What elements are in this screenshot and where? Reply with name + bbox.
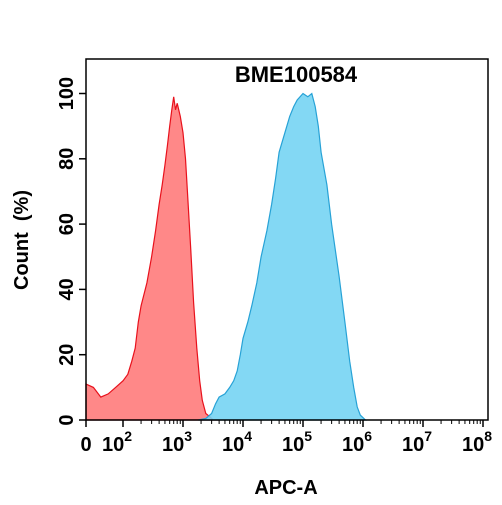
x-tick-label: 104 xyxy=(222,428,252,456)
x-axis-title: APC-A xyxy=(254,477,317,499)
chart-title: BME100584 xyxy=(235,62,358,87)
x-tick-label: 107 xyxy=(402,428,432,456)
y-tick-label: 0 xyxy=(56,414,78,425)
x-tick-label: 108 xyxy=(462,428,492,456)
y-tick-label: 100 xyxy=(56,77,78,110)
y-tick-label: 40 xyxy=(56,278,78,300)
y-tick-label: 60 xyxy=(56,213,78,235)
histogram-series-1 xyxy=(85,96,220,421)
plot-frame xyxy=(85,58,489,421)
x-tick-label: 103 xyxy=(162,428,192,456)
y-tick-label: 20 xyxy=(56,344,78,366)
x-tick-label: 102 xyxy=(102,428,132,456)
y-axis-title: Count (%) xyxy=(11,190,33,290)
histogram-series-2 xyxy=(198,92,368,421)
x-tick-label: 105 xyxy=(282,428,312,456)
y-tick-label: 80 xyxy=(56,148,78,170)
x-tick-label: 0 xyxy=(80,434,91,456)
x-tick-label: 106 xyxy=(342,428,372,456)
